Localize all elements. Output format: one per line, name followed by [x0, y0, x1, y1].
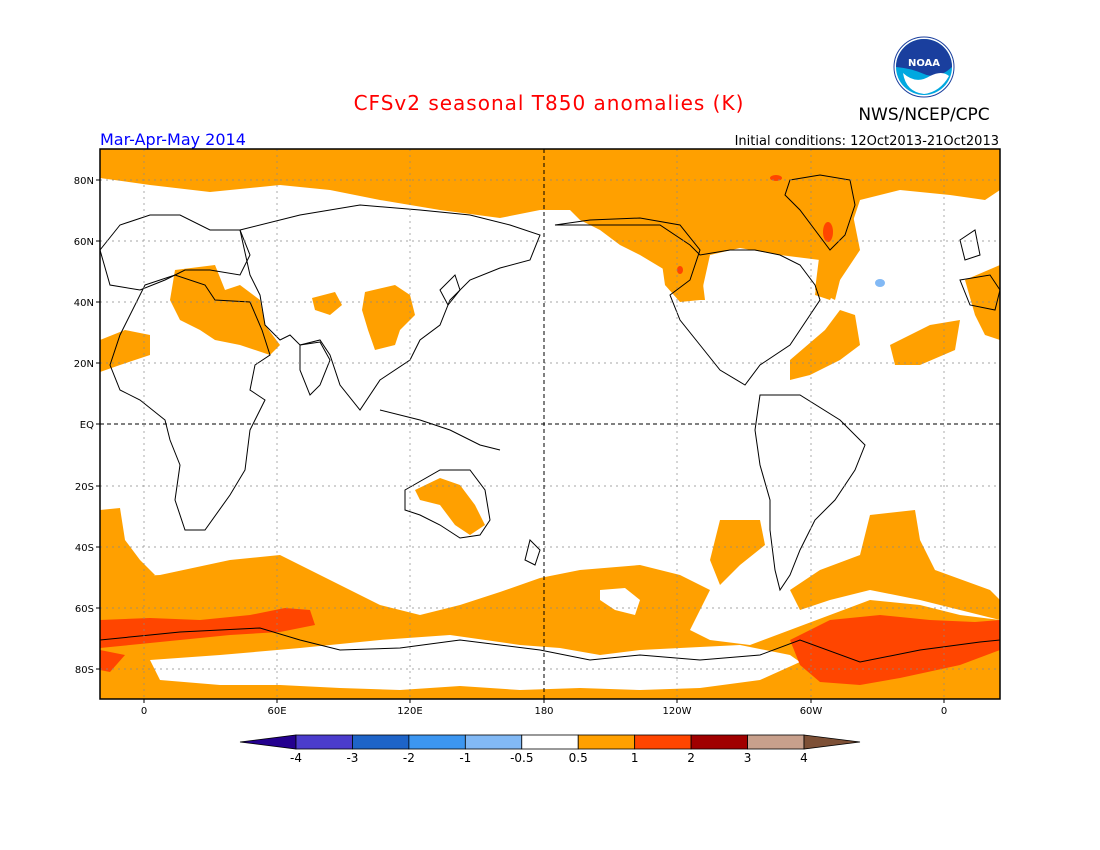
colorbar-label: 3 [744, 751, 752, 765]
lat-label: 60N [74, 237, 94, 248]
noaa-logo: NOAA [893, 36, 955, 98]
anomaly-region-eurasia [170, 265, 280, 355]
anomaly-shading [100, 149, 1000, 699]
anomaly-spot-greenland [823, 222, 833, 242]
coast-south-america [754, 394, 866, 592]
colorbar-label: -0.5 [510, 751, 533, 765]
colorbar-segment [295, 734, 353, 750]
season-label: Mar-Apr-May 2014 [100, 130, 246, 149]
colorbar-max-arrow [803, 734, 861, 750]
colorbar-label: -2 [403, 751, 415, 765]
anomaly-region-south-atlantic [790, 510, 1000, 620]
colorbar-labels: -4 -3 -2 -1 -0.5 0.5 1 2 3 4 [290, 751, 808, 765]
anomaly-region-ne-atlantic [890, 320, 960, 365]
anomaly-spot-arctic [770, 175, 782, 181]
colorbar-segment [464, 734, 523, 750]
lat-label: 60S [75, 604, 94, 615]
coast-indonesia [379, 409, 501, 451]
anomaly-region-strong-drake [790, 615, 1000, 685]
noaa-logo-text: NOAA [908, 58, 940, 69]
coastlines [100, 174, 1000, 663]
anomaly-region-australia [415, 478, 485, 535]
coast-japan [439, 274, 461, 306]
anomaly-region-asia-a [312, 292, 342, 315]
lat-label: EQ [80, 420, 94, 431]
colorbar-label: 2 [687, 751, 695, 765]
anomaly-region-south-pacific [710, 520, 765, 585]
colorbar-label: 1 [631, 751, 639, 765]
agency-label: NWS/NCEP/CPC [858, 105, 989, 125]
coast-asia [239, 204, 541, 411]
lon-label: 120W [663, 706, 692, 717]
colorbar-label: -3 [346, 751, 358, 765]
lat-label: 80S [75, 665, 94, 676]
land-antarctica-interior [150, 635, 800, 690]
anomaly-region-asia-b [362, 285, 415, 350]
lon-label: 120E [397, 706, 422, 717]
colorbar-segment [577, 734, 636, 750]
coast-antarctica [100, 627, 1000, 663]
colorbar-segment [408, 734, 466, 750]
colorbar-segment [352, 734, 410, 750]
anomaly-region-iberia [965, 265, 1000, 340]
colorbar-segment [690, 734, 748, 750]
colorbar-label: -4 [290, 751, 302, 765]
lat-label: 80N [74, 176, 94, 187]
coast-north-america [554, 217, 821, 386]
lon-label: 60W [800, 706, 823, 717]
anomaly-region-strong-indian [100, 608, 315, 648]
coast-nz [524, 539, 541, 566]
gridlines [100, 149, 1000, 699]
initial-conditions-label: Initial conditions: 12Oct2013-21Oct2013 [735, 134, 999, 149]
anomaly-spot-alaska [677, 266, 683, 274]
colorbar-label: 0.5 [569, 751, 588, 765]
lon-label: 60E [267, 706, 286, 717]
colorbar [239, 734, 861, 750]
longitude-labels: 0 60E 120E 180 120W 60W 0 [141, 699, 947, 717]
anomaly-region-nw-atlantic [790, 310, 860, 380]
map-title: CFSv2 seasonal T850 anomalies (K) [354, 91, 745, 115]
colorbar-min-arrow [239, 734, 297, 750]
coast-iberia-east [959, 274, 1000, 311]
latitude-labels: 80N 60N 40N 20N EQ 20S 40S 60S 80S [74, 176, 100, 676]
anomaly-spot-negative-atlantic [875, 279, 885, 287]
anomaly-region-westafrica [100, 330, 150, 372]
lat-label: 40S [75, 543, 94, 554]
anomaly-region-arctic [100, 149, 1000, 300]
coast-india [299, 341, 331, 396]
lon-label: 0 [141, 706, 147, 717]
coast-greenland [784, 174, 856, 251]
coast-australia [404, 469, 491, 539]
lon-label: 0 [941, 706, 947, 717]
lat-label: 40N [74, 298, 94, 309]
colorbar-label: 4 [800, 751, 808, 765]
lat-label: 20S [75, 482, 94, 493]
anomaly-region-canada [650, 195, 860, 302]
colorbar-segment [747, 734, 805, 750]
anomaly-region-strong-antarctic-edge [100, 650, 125, 672]
colorbar-segment [521, 734, 579, 750]
colorbar-label: -1 [459, 751, 471, 765]
coast-uk [959, 229, 981, 261]
anomaly-region-sw-atlantic-a [100, 508, 155, 580]
lon-label: 180 [534, 706, 553, 717]
colorbar-segment [634, 734, 692, 750]
lat-label: 20N [74, 359, 94, 370]
